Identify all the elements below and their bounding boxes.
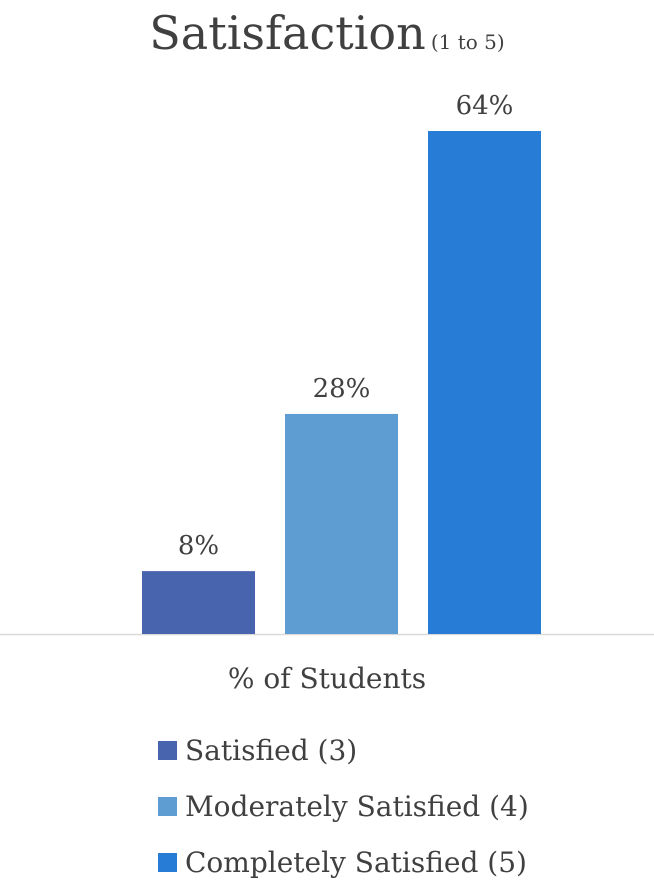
chart-subtitle: (1 to 5) xyxy=(430,30,505,54)
chart-title-text: Satisfaction xyxy=(149,6,426,60)
data-label-completely-satisfied-5: 64% xyxy=(456,91,514,121)
data-label-moderately-satisfied-4: 28% xyxy=(313,374,371,404)
x-axis-label: % of Students xyxy=(227,662,427,695)
legend-item-satisfied: Satisfied (3) xyxy=(158,722,529,778)
bar-chart: 8% 28% 64% xyxy=(0,91,654,636)
legend-label-completely-satisfied: Completely Satisfied (5) xyxy=(185,845,527,879)
legend-item-moderately-satisfied: Moderately Satisfied (4) xyxy=(158,778,529,834)
bar-satisfied-3 xyxy=(142,571,255,634)
legend-item-completely-satisfied: Completely Satisfied (5) xyxy=(158,834,529,890)
legend-swatch-satisfied xyxy=(158,740,177,760)
data-label-satisfied-3: 8% xyxy=(178,531,219,561)
legend: Satisfied (3) Moderately Satisfied (4) C… xyxy=(158,722,529,890)
legend-swatch-moderately-satisfied xyxy=(158,796,177,816)
legend-label-satisfied: Satisfied (3) xyxy=(185,733,358,767)
bar-moderately-satisfied-4 xyxy=(285,413,398,634)
legend-label-moderately-satisfied: Moderately Satisfied (4) xyxy=(185,789,529,823)
legend-swatch-completely-satisfied xyxy=(158,852,177,872)
chart-title: Satisfaction (1 to 5) xyxy=(0,6,654,60)
bar-completely-satisfied-5 xyxy=(428,131,541,634)
